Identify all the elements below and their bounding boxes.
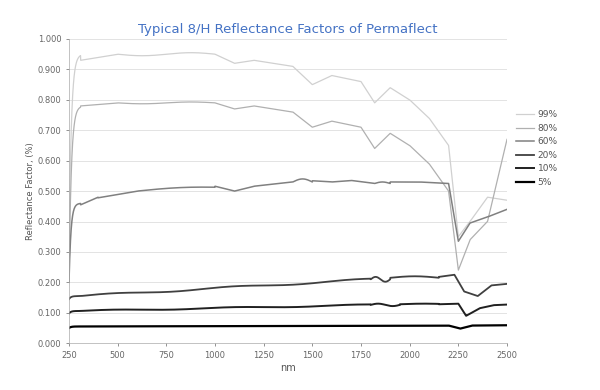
60% (142, 188, 149, 193)
20% (115, 291, 122, 295)
99% (495, 197, 502, 201)
80% (142, 101, 149, 106)
Line: 5%: 5% (69, 325, 507, 329)
60% (503, 207, 511, 212)
10% (503, 302, 511, 307)
Line: 80%: 80% (69, 102, 507, 282)
99% (503, 198, 511, 202)
20% (451, 273, 458, 277)
60% (495, 210, 502, 215)
X-axis label: nm: nm (280, 363, 296, 372)
10% (253, 305, 260, 309)
20% (448, 273, 455, 278)
99% (115, 52, 122, 57)
Line: 10%: 10% (69, 304, 507, 316)
5% (233, 324, 241, 328)
5% (65, 326, 73, 330)
80% (115, 101, 122, 105)
99% (253, 58, 260, 63)
99% (233, 60, 241, 65)
5% (495, 323, 502, 328)
10% (463, 314, 470, 318)
20% (65, 297, 73, 301)
99% (187, 50, 194, 55)
10% (448, 301, 455, 306)
10% (374, 301, 382, 306)
10% (142, 307, 149, 312)
80% (448, 211, 455, 216)
20% (253, 283, 260, 288)
99% (142, 53, 149, 58)
60% (65, 280, 73, 285)
60% (299, 177, 306, 181)
20% (495, 282, 502, 287)
10% (495, 303, 502, 307)
20% (503, 282, 511, 286)
5% (142, 324, 149, 329)
Line: 20%: 20% (69, 275, 507, 299)
80% (233, 106, 241, 111)
Y-axis label: Reflectance Factor, (%): Reflectance Factor, (%) (26, 142, 35, 240)
Title: Typical 8/H Reflectance Factors of Permaflect: Typical 8/H Reflectance Factors of Perma… (138, 23, 438, 36)
60% (253, 184, 260, 188)
20% (142, 290, 149, 295)
Line: 60%: 60% (69, 179, 507, 282)
99% (448, 169, 455, 174)
5% (503, 323, 511, 328)
60% (115, 192, 122, 197)
80% (187, 99, 194, 104)
Legend: 99%, 80%, 60%, 20%, 10%, 5%: 99%, 80%, 60%, 20%, 10%, 5% (516, 110, 557, 187)
20% (233, 284, 241, 289)
99% (65, 250, 73, 254)
Line: 99%: 99% (69, 53, 507, 252)
80% (495, 173, 502, 177)
10% (115, 307, 122, 312)
5% (253, 324, 260, 328)
80% (65, 280, 73, 285)
80% (503, 137, 511, 142)
10% (233, 305, 241, 309)
5% (457, 326, 464, 331)
60% (233, 188, 241, 193)
80% (253, 104, 260, 108)
10% (65, 311, 73, 316)
60% (448, 197, 455, 202)
5% (448, 324, 455, 329)
5% (115, 324, 122, 329)
